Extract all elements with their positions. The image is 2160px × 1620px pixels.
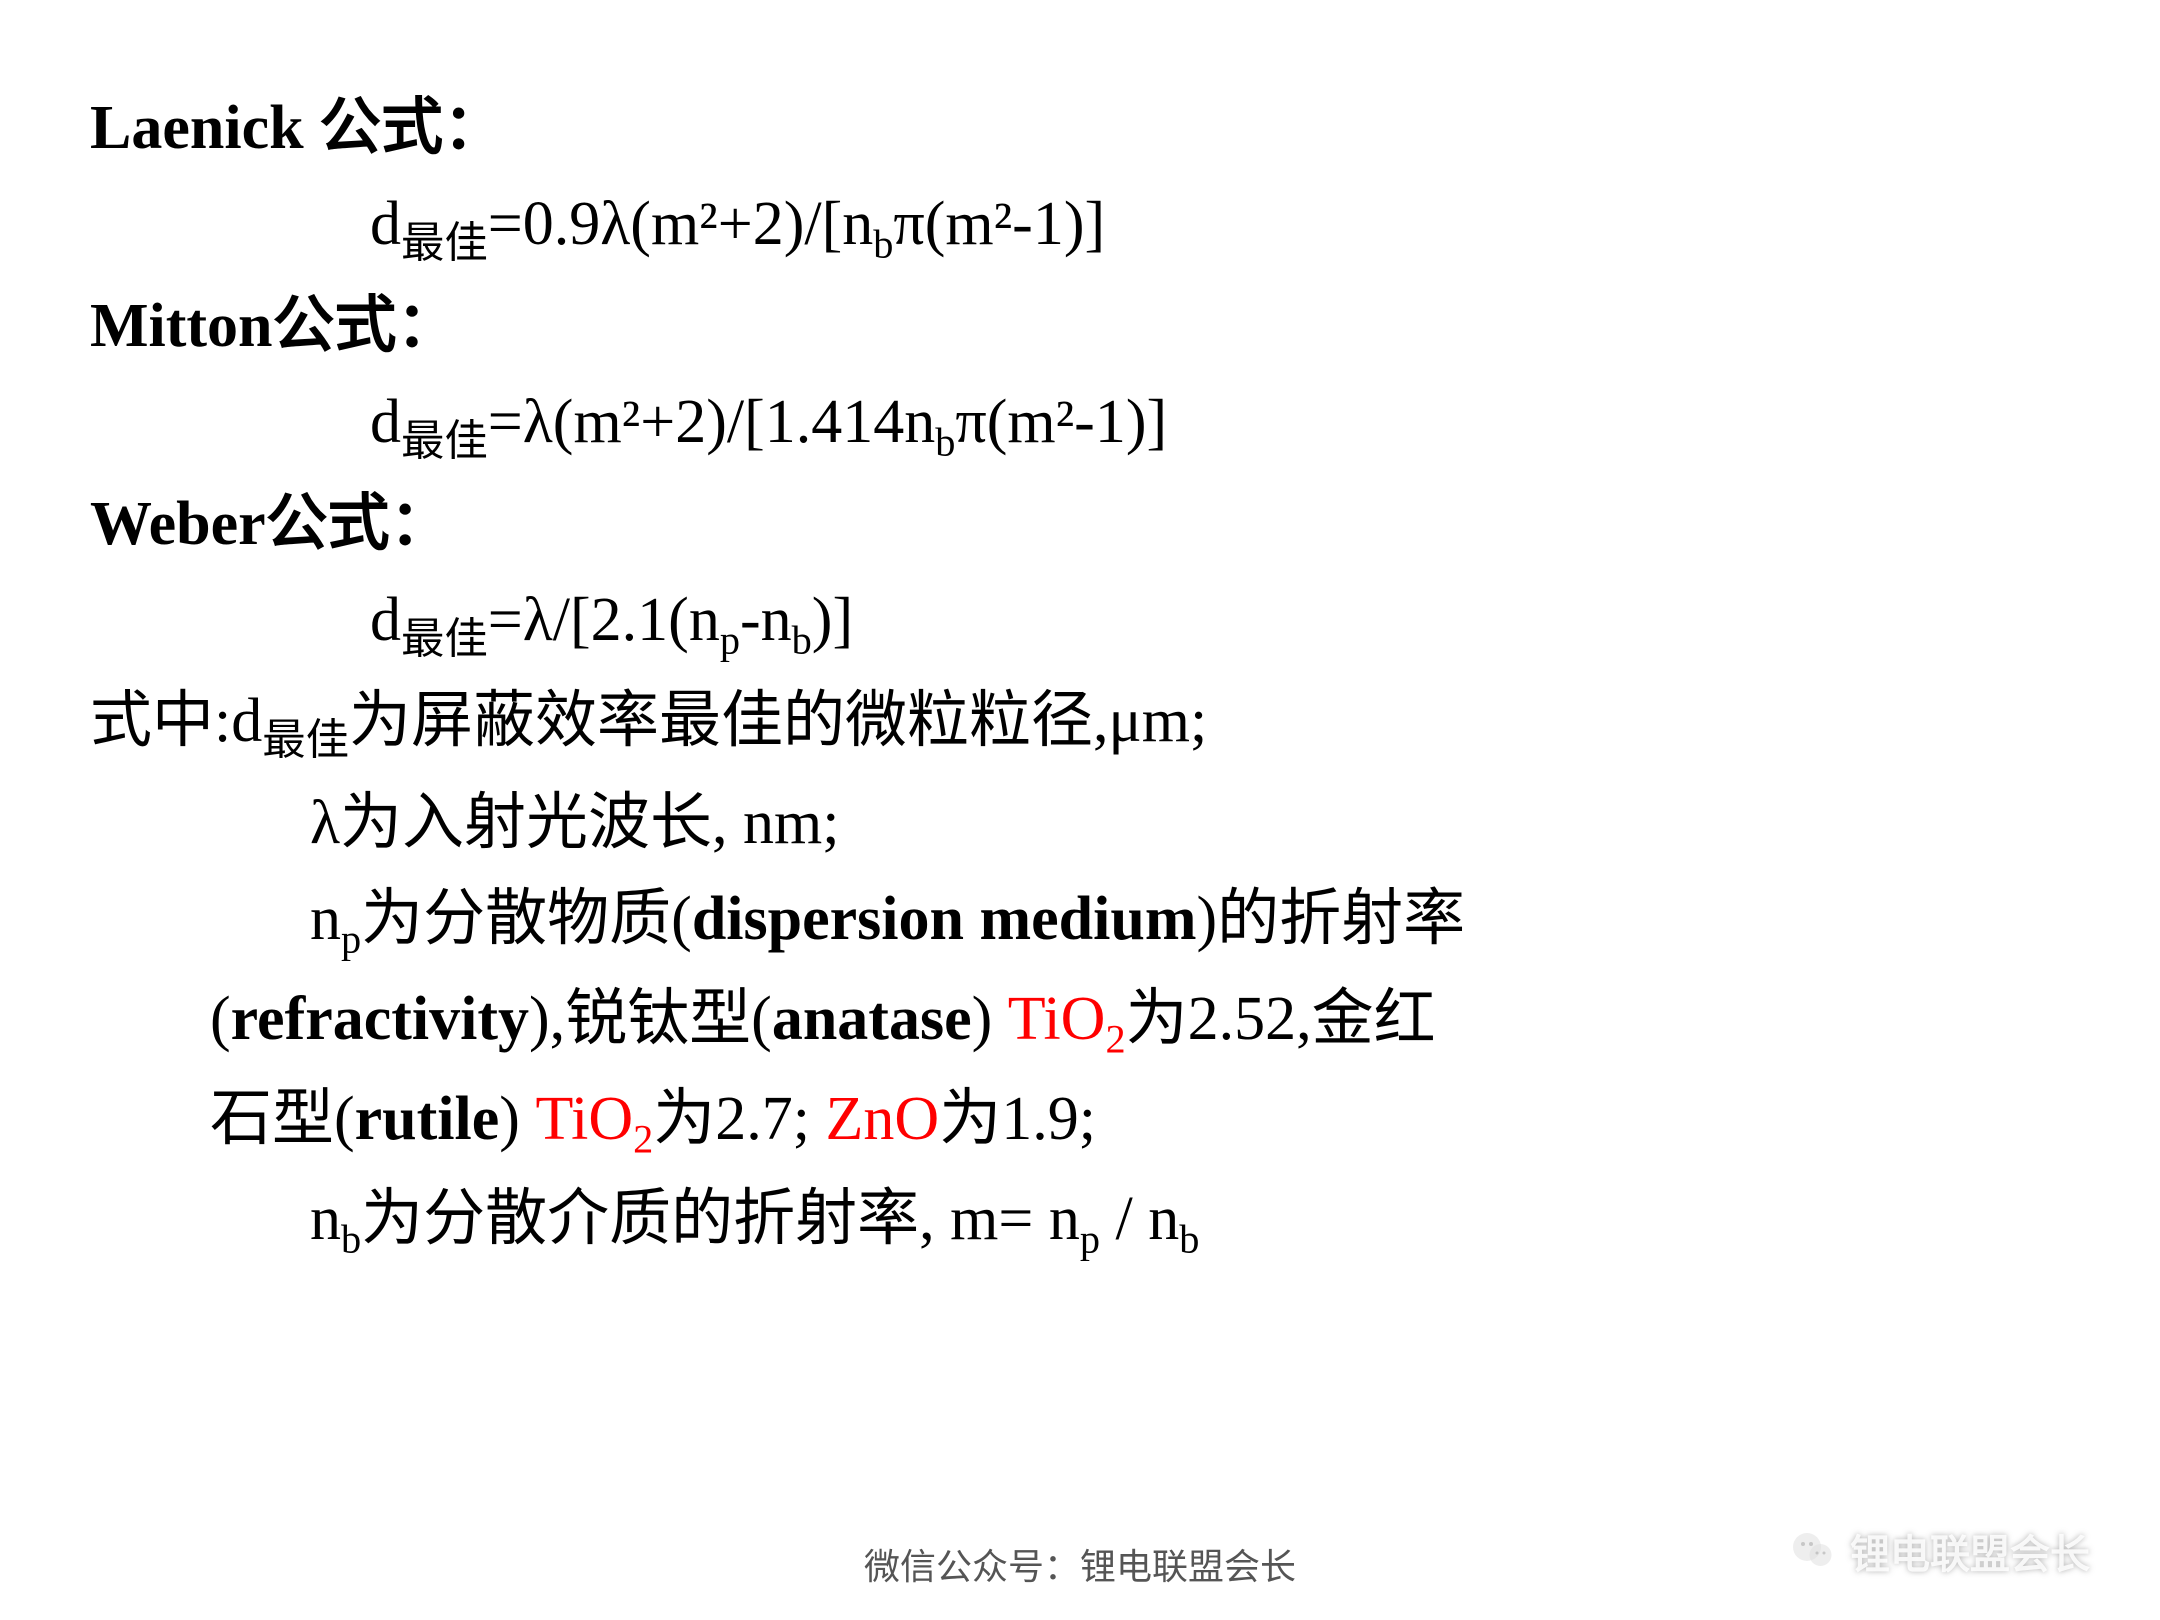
heading-weber: Weber公式： bbox=[90, 476, 2100, 572]
desc-line-2: λ为入射光波长, nm; bbox=[90, 775, 2100, 871]
watermark-label: 锂电联盟会长 bbox=[1850, 1522, 2090, 1580]
wechat-icon bbox=[1788, 1526, 1838, 1576]
desc-line-1: 式中:d最佳为屏蔽效率最佳的微粒粒径,μm; bbox=[90, 673, 2100, 775]
heading-mitton: Mitton公式： bbox=[90, 278, 2100, 374]
formula-weber: d最佳=λ/[2.1(np-nb)] bbox=[90, 572, 2100, 674]
desc-line-3: np为分散物质(dispersion medium)的折射率 bbox=[90, 871, 2100, 971]
desc-line-4: (refractivity),锐钛型(anatase) TiO2为2.52,金红 bbox=[90, 971, 2100, 1071]
formula-laenick: d最佳=0.9λ(m²+2)/[nbπ(m²-1)] bbox=[90, 176, 2100, 278]
desc-line-5: 石型(rutile) TiO2为2.7; ZnO为1.9; bbox=[90, 1071, 2100, 1171]
formula-mitton: d最佳=λ(m²+2)/[1.414nbπ(m²-1)] bbox=[90, 374, 2100, 476]
watermark: 锂电联盟会长 bbox=[1788, 1522, 2090, 1580]
desc-line-6: nb为分散介质的折射率, m= np / nb bbox=[90, 1171, 2100, 1271]
slide-content: Laenick 公式： d最佳=0.9λ(m²+2)/[nbπ(m²-1)] M… bbox=[90, 80, 2100, 1270]
heading-laenick: Laenick 公式： bbox=[90, 80, 2100, 176]
